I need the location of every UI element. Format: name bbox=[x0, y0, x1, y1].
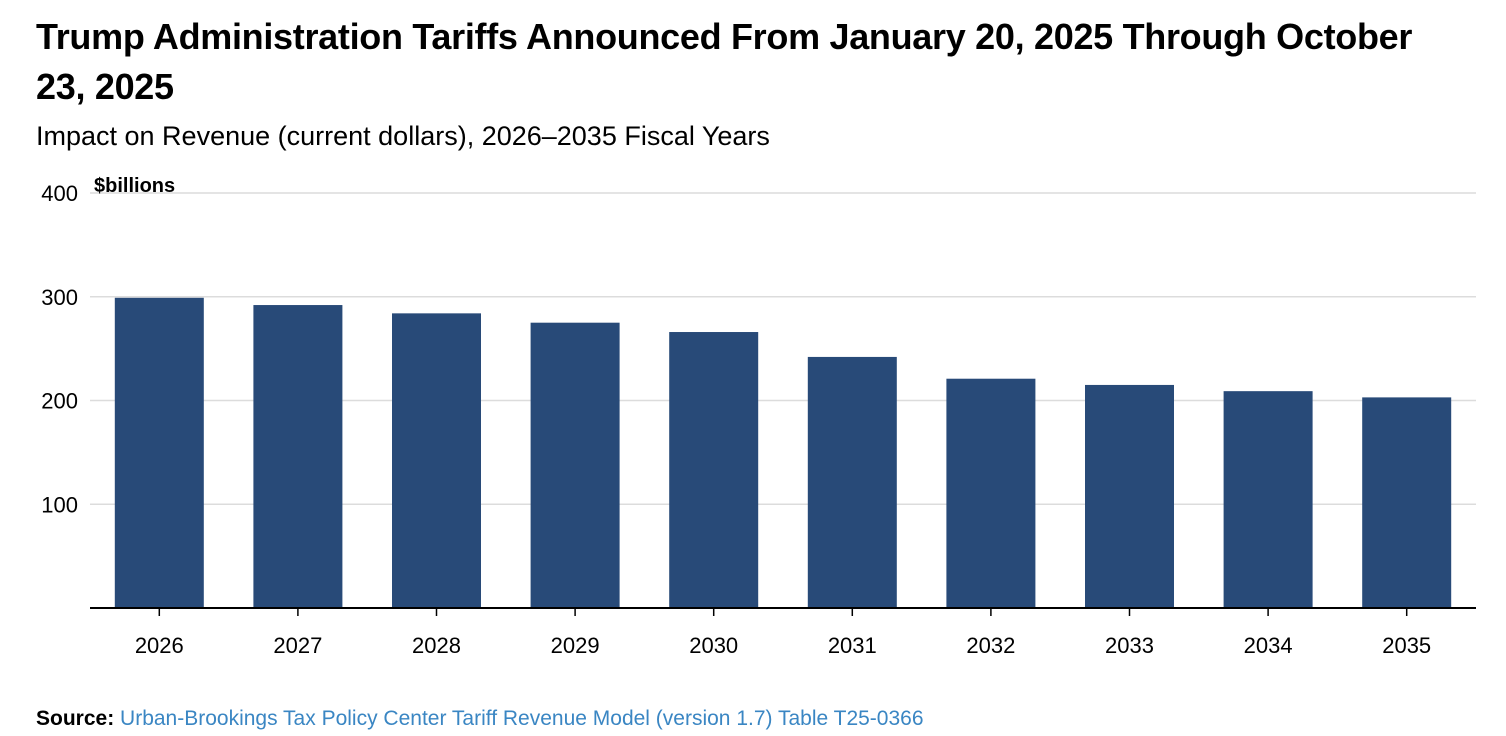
x-axis-ticks: 2026 2027 2028 2029 2030 2031 2032 2033 2034 2035 bbox=[135, 608, 1431, 658]
bars bbox=[114, 297, 1452, 608]
bar-2032 bbox=[946, 378, 1036, 608]
bar-2033 bbox=[1085, 384, 1174, 608]
source-link[interactable]: Urban-Brookings Tax Policy Center Tariff… bbox=[120, 707, 924, 730]
x-tick-label: 2030 bbox=[689, 633, 738, 658]
y-tick-label: 200 bbox=[41, 389, 78, 414]
x-tick-label: 2028 bbox=[412, 633, 461, 658]
bar-2028 bbox=[392, 313, 481, 608]
x-tick-label: 2035 bbox=[1382, 633, 1431, 658]
bar-2035 bbox=[1362, 397, 1452, 608]
bar-2030 bbox=[669, 332, 759, 608]
x-tick-label: 2032 bbox=[966, 633, 1015, 658]
y-tick-label: 100 bbox=[41, 492, 78, 517]
source-label: Source: bbox=[36, 707, 115, 730]
y-tick-label: 400 bbox=[41, 181, 78, 206]
x-tick-label: 2031 bbox=[828, 633, 877, 658]
bar-2034 bbox=[1223, 391, 1313, 608]
bar-2026 bbox=[114, 297, 204, 608]
source-note: Source: Urban-Brookings Tax Policy Cente… bbox=[36, 704, 924, 734]
x-tick-label: 2027 bbox=[273, 633, 322, 658]
x-tick-label: 2033 bbox=[1105, 633, 1154, 658]
bar-2031 bbox=[807, 356, 897, 608]
y-axis-ticks: 100 200 300 400 bbox=[41, 181, 78, 517]
x-tick-label: 2029 bbox=[551, 633, 600, 658]
bar-2027 bbox=[253, 305, 343, 608]
chart-subtitle: Impact on Revenue (current dollars), 202… bbox=[36, 121, 770, 151]
chart-title: Trump Administration Tariffs Announced F… bbox=[36, 16, 1413, 107]
x-tick-label: 2026 bbox=[135, 633, 184, 658]
bar-2029 bbox=[530, 322, 620, 608]
x-tick-label: 2034 bbox=[1244, 633, 1293, 658]
y-axis-unit-label: $billions bbox=[94, 175, 175, 197]
y-tick-label: 300 bbox=[41, 285, 78, 310]
